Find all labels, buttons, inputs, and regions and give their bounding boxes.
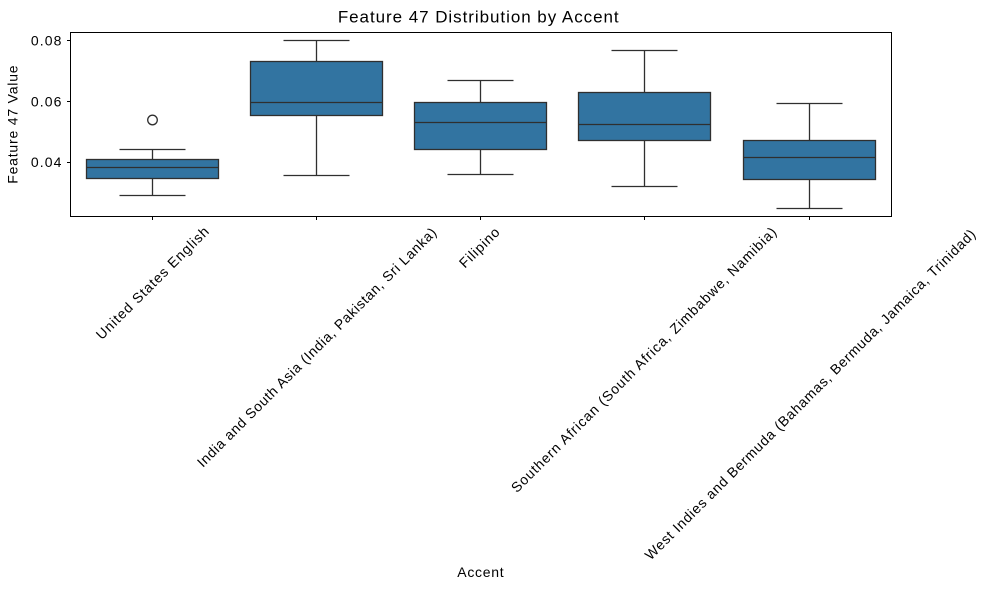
svg-text:Feature 47 Value: Feature 47 Value [5, 65, 21, 184]
svg-text:Accent: Accent [457, 564, 504, 580]
svg-text:0.04: 0.04 [31, 154, 63, 170]
svg-text:0.06: 0.06 [31, 93, 63, 109]
svg-text:Feature 47 Distribution by Acc: Feature 47 Distribution by Accent [338, 8, 620, 27]
svg-text:0.08: 0.08 [31, 33, 63, 49]
